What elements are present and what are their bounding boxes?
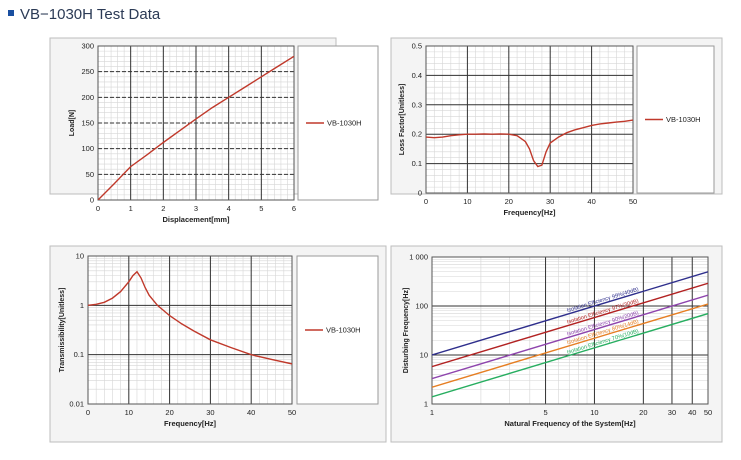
y-axis-label: Disturbing Frequency[Hz] — [403, 288, 410, 374]
x-tick-label: 1 — [129, 204, 133, 213]
y-tick-label: 100 — [81, 144, 94, 153]
x-tick-label: 6 — [292, 204, 296, 213]
page-title: VB−1030H Test Data — [8, 6, 160, 23]
x-tick-label: 10 — [463, 197, 471, 206]
plot-border — [431, 256, 709, 405]
y-tick-label: 150 — [81, 119, 94, 128]
x-tick-label: 0 — [96, 204, 100, 213]
x-tick-label: 4 — [227, 204, 231, 213]
plot-area — [88, 256, 292, 404]
y-axis-label: Load[N] — [69, 110, 76, 136]
plot-border — [97, 45, 295, 201]
x-tick-label: 40 — [587, 197, 595, 206]
x-tick-label: 20 — [639, 408, 647, 417]
chart-3: 0 10 20 30 40 50 0.01 0.1 1 10 Frequency[Hz] Transm… — [49, 245, 387, 443]
x-tick-label: 30 — [546, 197, 554, 206]
y-tick-label: 250 — [81, 67, 94, 76]
series-line — [432, 294, 708, 380]
y-tick-label: 1 — [80, 301, 84, 310]
legend-label: VB-1030H — [326, 326, 361, 335]
y-tick-label: 0.01 — [69, 400, 84, 409]
x-axis-label: Natural Frequency of the System[Hz] — [504, 419, 636, 428]
y-tick-label: 0 — [418, 189, 422, 198]
x-tick-label: 50 — [704, 408, 712, 417]
bullet-square-icon — [8, 10, 14, 17]
y-tick-label: 300 — [81, 42, 94, 51]
x-tick-label: 10 — [125, 408, 133, 417]
x-tick-label: 5 — [543, 408, 547, 417]
plot-area — [426, 46, 633, 193]
y-tick-label: 50 — [86, 170, 94, 179]
chart-4: 1 5 10 20 30 40 50 1 10 100 1 000 Natural Frequency… — [390, 245, 723, 443]
chart-2: 0 10 20 30 40 50 0 0.1 0.2 0.3 0.4 0.5 Frequency[Hz]… — [390, 37, 723, 217]
x-tick-label: 0 — [86, 408, 90, 417]
y-tick-label: 0.3 — [412, 100, 422, 109]
series-line — [432, 271, 708, 356]
y-tick-label: 0.1 — [74, 350, 84, 359]
legend-label: VB-1030H — [327, 119, 362, 128]
x-tick-label: 20 — [165, 408, 173, 417]
y-tick-label: 0 — [90, 196, 94, 205]
x-axis-label: Displacement[mm] — [162, 215, 230, 224]
x-tick-label: 30 — [668, 408, 676, 417]
x-tick-label: 40 — [688, 408, 696, 417]
x-tick-label: 30 — [206, 408, 214, 417]
x-tick-label: 3 — [194, 204, 198, 213]
x-tick-label: 50 — [629, 197, 637, 206]
y-tick-label: 0.1 — [412, 159, 422, 168]
x-axis-label: Frequency[Hz] — [503, 208, 556, 217]
series-line — [432, 303, 708, 388]
y-tick-label: 200 — [81, 93, 94, 102]
y-tick-label: 0.4 — [412, 71, 422, 80]
plot-area — [432, 257, 708, 404]
x-tick-label: 1 — [430, 408, 434, 417]
x-tick-label: 10 — [590, 408, 598, 417]
chart-1: 0 1 2 3 4 5 6 0 50 100 150 200 250 300 Displacement[mm… — [49, 37, 379, 224]
y-tick-label: 0.5 — [412, 42, 422, 51]
page-title-text: VB−1030H Test Data — [20, 6, 161, 23]
x-tick-label: 50 — [288, 408, 296, 417]
x-tick-label: 2 — [161, 204, 165, 213]
x-tick-label: 40 — [247, 408, 255, 417]
y-tick-label: 0.2 — [412, 130, 422, 139]
y-axis-label: Loss Factor[Unitless] — [399, 84, 406, 156]
plot-border — [425, 45, 634, 194]
y-tick-label: 10 — [76, 252, 84, 261]
y-tick-label: 100 — [415, 302, 428, 311]
series-line — [88, 270, 292, 365]
x-tick-label: 5 — [259, 204, 263, 213]
plot-border — [87, 255, 293, 405]
x-tick-label: 20 — [505, 197, 513, 206]
x-axis-label: Frequency[Hz] — [164, 419, 217, 428]
y-tick-label: 1 000 — [409, 253, 428, 262]
legend-label: VB-1030H — [666, 115, 701, 124]
series-line — [426, 119, 633, 168]
x-tick-label: 0 — [424, 197, 428, 206]
y-axis-label: Transmissibility[Unitless] — [59, 288, 66, 373]
series-line — [432, 312, 708, 398]
series-line — [98, 55, 294, 200]
y-tick-label: 10 — [420, 351, 428, 360]
series-line — [432, 282, 708, 368]
y-tick-label: 1 — [424, 400, 428, 409]
